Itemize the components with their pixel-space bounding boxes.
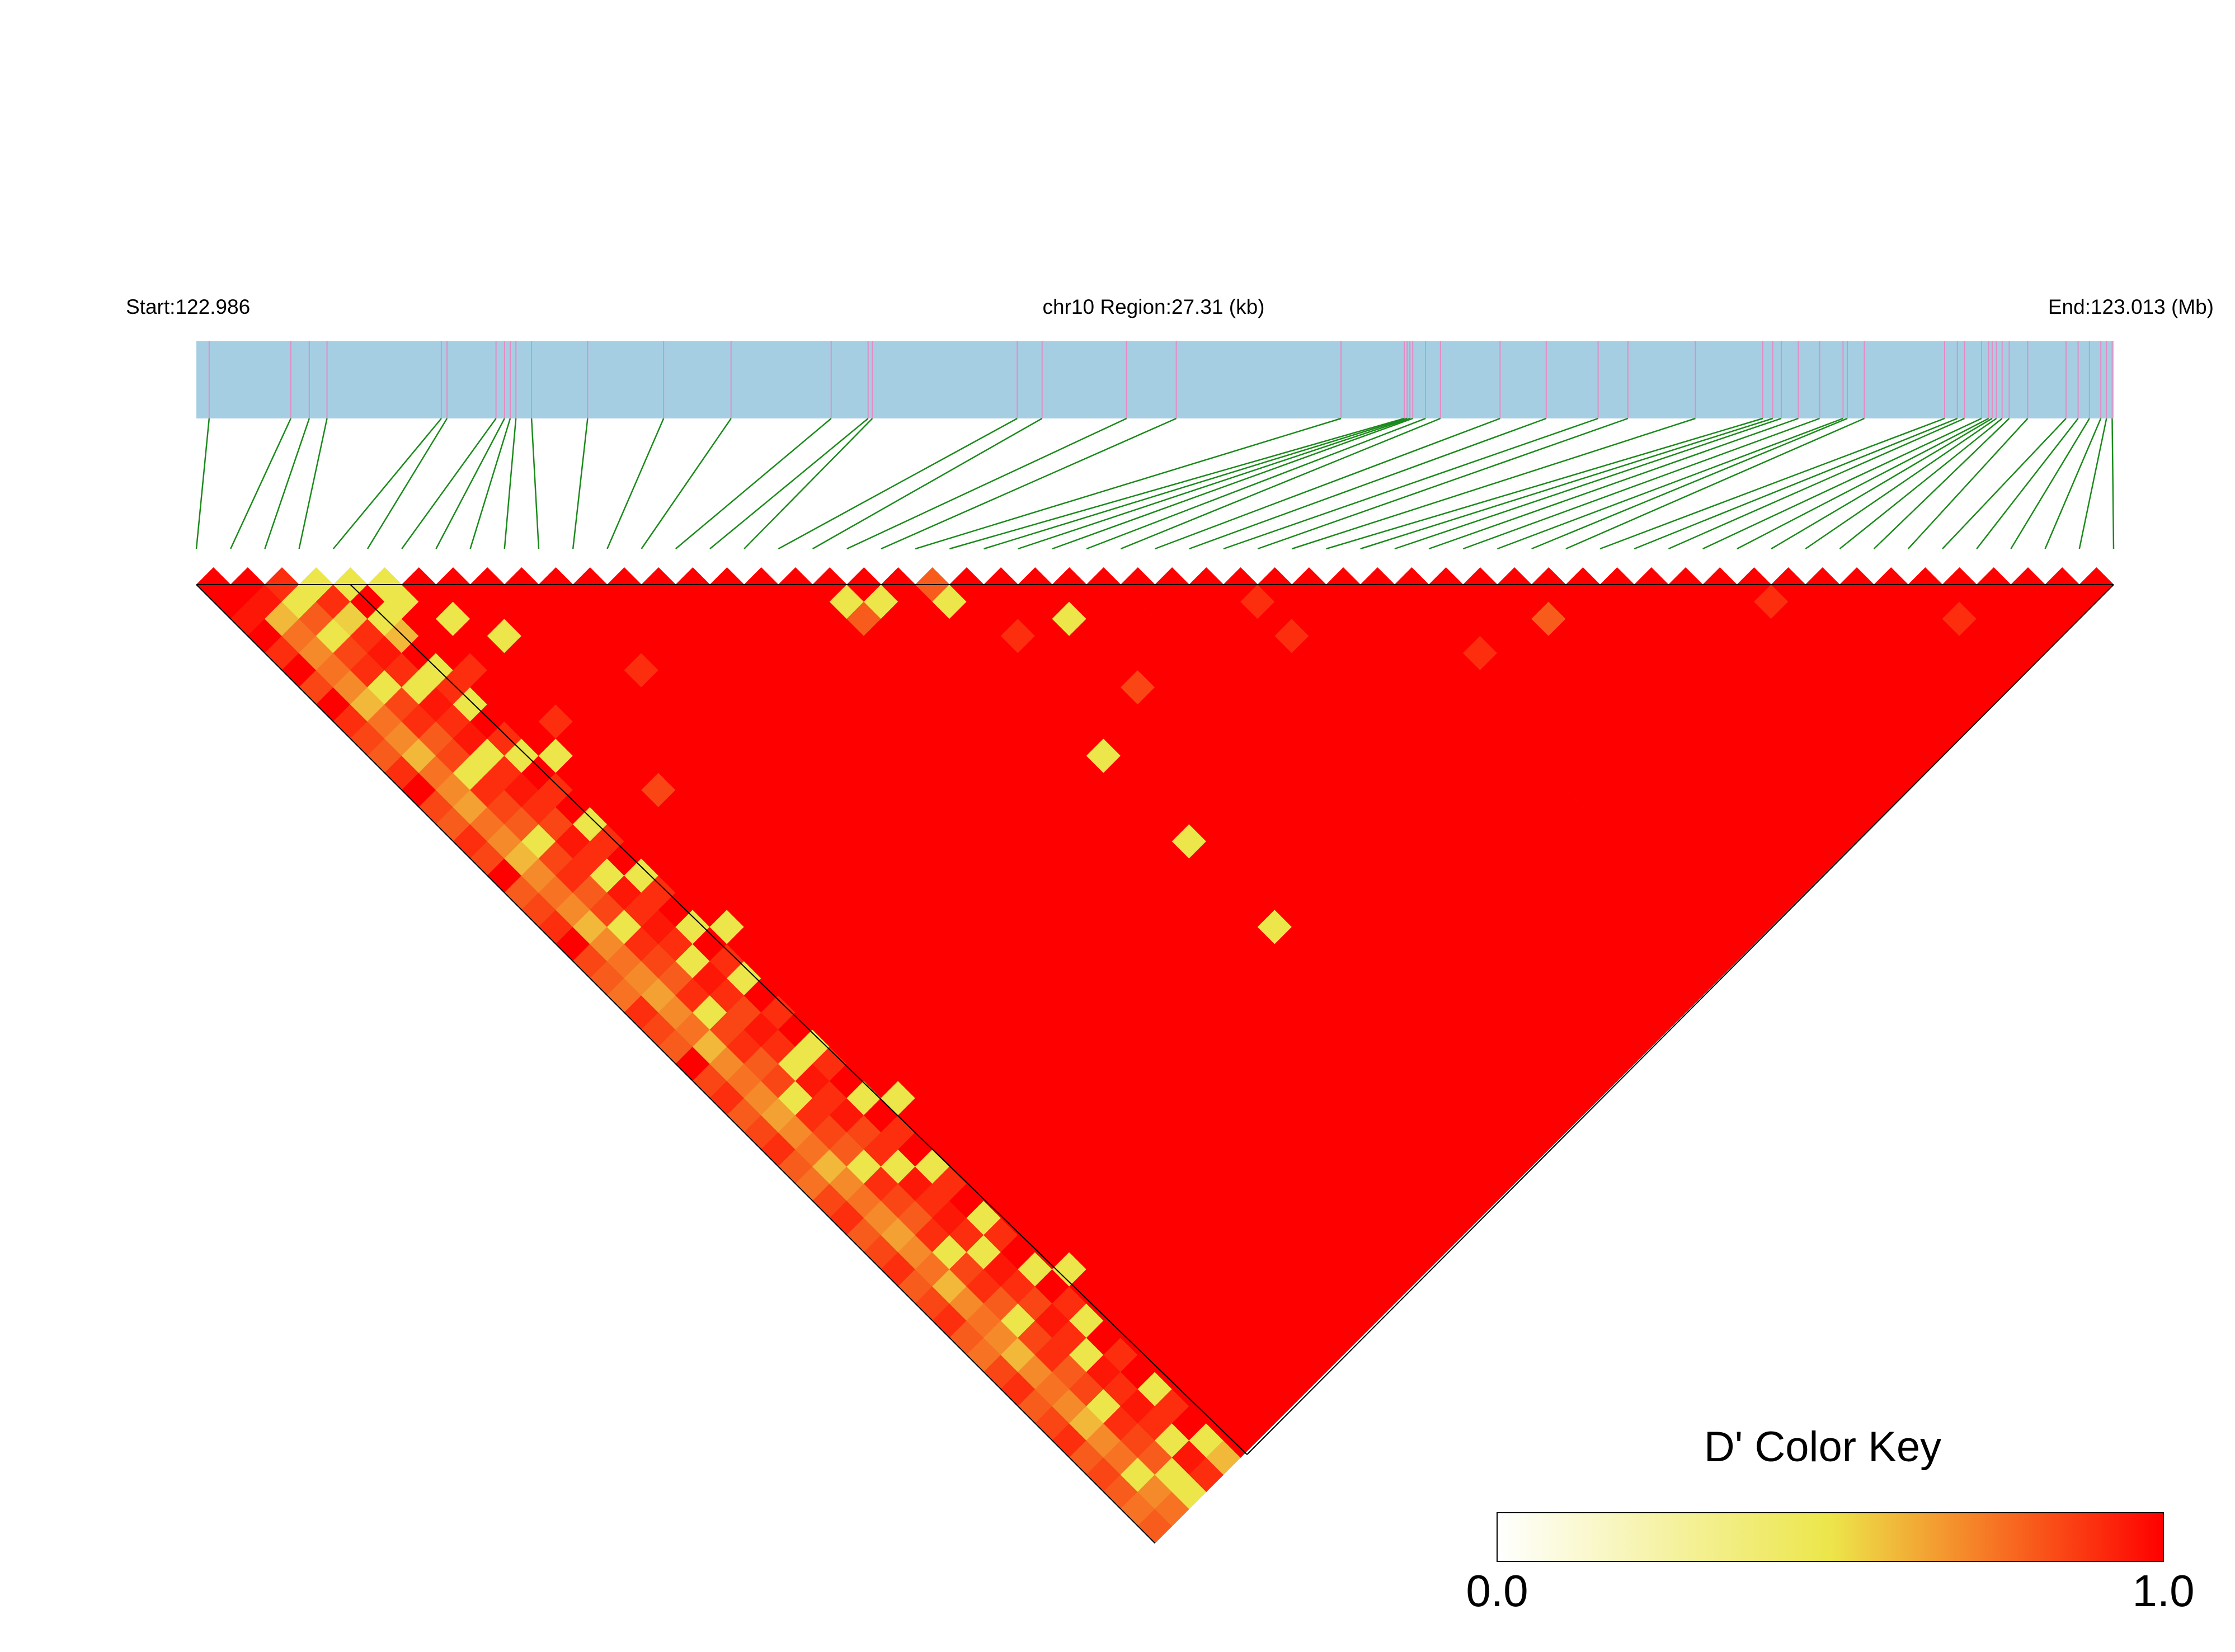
ld-cells: [196, 567, 2114, 1543]
block-edge: [350, 584, 1248, 1455]
snp-connector: [1462, 417, 1820, 550]
snp-connector: [778, 417, 1018, 550]
snp-connector: [1257, 417, 1629, 550]
snp-connector: [1428, 417, 1799, 550]
snp-connector: [1839, 418, 2003, 549]
snp-connector: [1942, 418, 2067, 549]
snp-connector: [1326, 417, 1763, 550]
snp-connector: [1976, 418, 2079, 549]
snp-connector: [1737, 417, 1989, 550]
snp-connector: [332, 418, 442, 549]
snp-connector: [1189, 417, 1547, 550]
snp-connector: [469, 418, 511, 549]
snp-connector: [572, 418, 589, 549]
color-key-title: D' Color Key: [1704, 1423, 1941, 1471]
snp-connector: [1907, 418, 2029, 549]
color-key-label: 1.0: [2132, 1566, 2194, 1616]
snp-connector: [2010, 418, 2090, 549]
snp-connector: [1086, 417, 1426, 550]
start-label: Start:122.986: [126, 295, 250, 318]
snp-connector: [1497, 417, 1843, 550]
snp-connector: [435, 418, 505, 549]
snp-connector: [1805, 417, 1997, 550]
region-label: chr10 Region:27.31 (kb): [1043, 295, 1265, 318]
snp-connector: [1052, 417, 1413, 550]
snp-connector: [530, 418, 540, 549]
snp-connector: [606, 418, 665, 549]
snp-connector: [264, 418, 310, 549]
snp-connector: [709, 418, 869, 549]
snp-connector: [1599, 417, 1945, 550]
snp-connector: [1668, 417, 1965, 550]
snp-connector: [1120, 417, 1441, 550]
snp-connector: [881, 417, 1177, 550]
snp-connector: [1291, 417, 1696, 550]
snp-connector: [1565, 417, 1865, 550]
snp-connector: [1394, 417, 1782, 550]
snp-connector: [1360, 417, 1773, 550]
snp-connector: [641, 418, 732, 549]
snp-connector: [1702, 417, 1982, 550]
snp-connector: [949, 417, 1405, 550]
snp-connector: [1018, 417, 1410, 550]
snp-connector: [1155, 417, 1500, 550]
snp-connector: [1634, 417, 1958, 550]
snp-connector: [744, 418, 873, 549]
snp-connector: [675, 418, 832, 549]
snp-connector: [195, 418, 210, 549]
snp-connector: [1873, 418, 2010, 549]
snp-connector: [1223, 417, 1598, 550]
snp-connector: [2044, 418, 2102, 549]
triangle-edge: [1246, 584, 2114, 1455]
snp-connector: [366, 418, 448, 549]
snp-connector: [1531, 417, 1848, 550]
triangle-edge: [196, 584, 1156, 1544]
snp-connector: [504, 418, 517, 549]
snp-connector: [846, 417, 1127, 550]
gene-bar: [196, 341, 2114, 418]
snp-connector: [230, 418, 291, 549]
color-key-bar: [1497, 1512, 2164, 1562]
snp-connector: [2078, 418, 2107, 549]
snp-connector: [915, 417, 1342, 550]
snp-connector: [812, 417, 1043, 550]
snp-connector: [984, 417, 1408, 550]
snp-connector: [2111, 418, 2115, 549]
snp-connector: [298, 418, 328, 549]
color-key-label: 0.0: [1466, 1566, 1528, 1616]
snp-connector: [401, 418, 497, 549]
snp-connector: [1771, 417, 1993, 550]
end-label: End:123.013 (Mb): [2048, 295, 2214, 318]
